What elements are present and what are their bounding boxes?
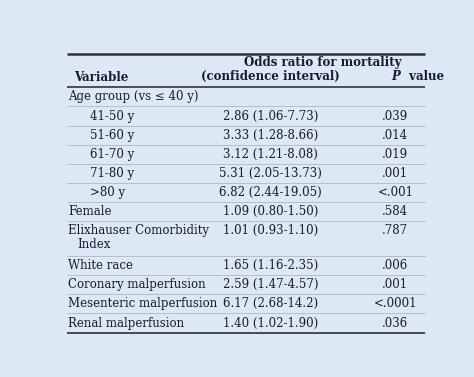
Text: .001: .001: [383, 278, 409, 291]
Text: <.001: <.001: [377, 186, 413, 199]
Text: <.0001: <.0001: [374, 297, 417, 310]
Text: 61-70 y: 61-70 y: [91, 148, 135, 161]
Text: .036: .036: [382, 317, 409, 329]
Text: (confidence interval): (confidence interval): [201, 70, 340, 83]
Text: .584: .584: [383, 205, 409, 218]
Text: 6.17 (2.68-14.2): 6.17 (2.68-14.2): [223, 297, 318, 310]
Text: Age group (vs ≤ 40 y): Age group (vs ≤ 40 y): [68, 90, 199, 103]
Text: 6.82 (2.44-19.05): 6.82 (2.44-19.05): [219, 186, 322, 199]
Text: Renal malperfusion: Renal malperfusion: [68, 317, 184, 329]
Text: 1.65 (1.16-2.35): 1.65 (1.16-2.35): [223, 259, 318, 272]
Text: Coronary malperfusion: Coronary malperfusion: [68, 278, 206, 291]
Text: P: P: [392, 70, 401, 83]
Text: White race: White race: [68, 259, 134, 272]
Text: 3.12 (1.21-8.08): 3.12 (1.21-8.08): [223, 148, 318, 161]
Text: .014: .014: [383, 129, 409, 142]
Text: .006: .006: [382, 259, 409, 272]
Text: .039: .039: [382, 110, 409, 123]
Text: Odds ratio for mortality: Odds ratio for mortality: [244, 56, 401, 69]
Text: 41-50 y: 41-50 y: [91, 110, 135, 123]
Text: value: value: [405, 70, 444, 83]
Text: Female: Female: [68, 205, 112, 218]
Text: 3.33 (1.28-8.66): 3.33 (1.28-8.66): [223, 129, 318, 142]
Text: >80 y: >80 y: [91, 186, 126, 199]
Text: Variable: Variable: [74, 71, 128, 84]
Text: 2.59 (1.47-4.57): 2.59 (1.47-4.57): [223, 278, 318, 291]
Text: Index: Index: [78, 238, 111, 251]
Text: .019: .019: [383, 148, 409, 161]
Text: .787: .787: [383, 224, 409, 237]
Text: 1.09 (0.80-1.50): 1.09 (0.80-1.50): [223, 205, 318, 218]
Text: 5.31 (2.05-13.73): 5.31 (2.05-13.73): [219, 167, 322, 180]
Text: Elixhauser Comorbidity: Elixhauser Comorbidity: [68, 224, 210, 237]
Text: .001: .001: [383, 167, 409, 180]
Text: Mesenteric malperfusion: Mesenteric malperfusion: [68, 297, 218, 310]
Text: 2.86 (1.06-7.73): 2.86 (1.06-7.73): [223, 110, 318, 123]
Text: 51-60 y: 51-60 y: [91, 129, 135, 142]
Text: 1.40 (1.02-1.90): 1.40 (1.02-1.90): [223, 317, 318, 329]
Text: 71-80 y: 71-80 y: [91, 167, 135, 180]
Text: 1.01 (0.93-1.10): 1.01 (0.93-1.10): [223, 224, 318, 237]
